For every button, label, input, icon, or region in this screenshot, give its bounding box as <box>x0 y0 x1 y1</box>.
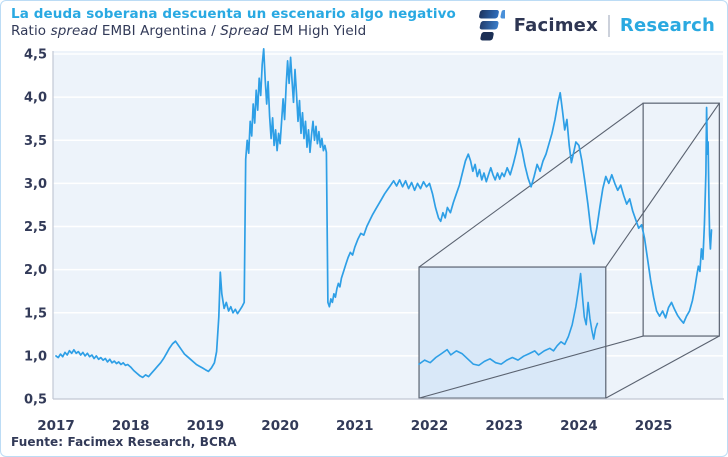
main-series-line <box>55 47 713 379</box>
x-axis-label: 2023 <box>485 418 523 434</box>
inset-series-line <box>418 272 599 367</box>
x-axis-label: 2020 <box>261 418 299 434</box>
x-axis-label: 2019 <box>187 418 225 434</box>
logo-divider <box>607 14 610 37</box>
chart-title: La deuda soberana descuenta un escenario… <box>11 6 456 22</box>
subtitle-italic-word: spread <box>50 23 98 39</box>
x-axis-label: 2021 <box>336 418 374 434</box>
plot-background <box>53 51 723 399</box>
y-axis-label: 3,5 <box>24 134 47 149</box>
y-axis-label: 4,5 <box>24 48 47 63</box>
subtitle-text: EMBI Argentina / <box>97 23 221 39</box>
chart-header: La deuda soberana descuenta un escenario… <box>11 6 456 40</box>
logo-brand-name: Facimex <box>513 15 598 36</box>
source-note: Fuente: Facimex Research, BCRA <box>11 435 237 449</box>
subtitle-italic-word: Spread <box>220 23 269 39</box>
logo-square <box>500 10 505 19</box>
y-axis-label: 3,0 <box>24 177 47 192</box>
y-axis-label: 1,0 <box>24 349 47 364</box>
x-axis-label: 2025 <box>635 418 673 434</box>
highlight-box <box>642 102 720 337</box>
zoom-connector-line <box>605 102 720 268</box>
y-axis-label: 0,5 <box>24 393 47 408</box>
logo-research-label: Research <box>619 15 715 36</box>
x-axis-label: 2017 <box>37 418 75 434</box>
zoom-connector-line <box>418 335 644 399</box>
x-axis-label: 2018 <box>112 418 150 434</box>
y-axis-label: 4,0 <box>24 91 47 106</box>
y-axis-label: 2,5 <box>24 220 47 235</box>
facimex-research-logo: Facimex Research <box>471 7 715 44</box>
x-axis-label: 2024 <box>560 418 598 434</box>
logo-text: Facimex Research <box>513 14 715 37</box>
inset-zoom-box <box>418 266 607 399</box>
logo-bar-middle <box>479 21 499 30</box>
chart-subtitle: Ratio spread EMBI Argentina / Spread EM … <box>11 23 456 40</box>
y-axis-label: 2,0 <box>24 263 47 278</box>
y-axis-label: 1,5 <box>24 306 47 321</box>
logo-bar-top <box>478 10 499 19</box>
zoom-connector-line <box>605 335 720 399</box>
x-axis-label: 2022 <box>411 418 449 434</box>
logo-bar-bottom <box>480 32 494 41</box>
subtitle-text: Ratio <box>11 23 51 39</box>
facimex-logo-icon <box>478 10 505 41</box>
subtitle-text: EM High Yield <box>268 23 367 39</box>
